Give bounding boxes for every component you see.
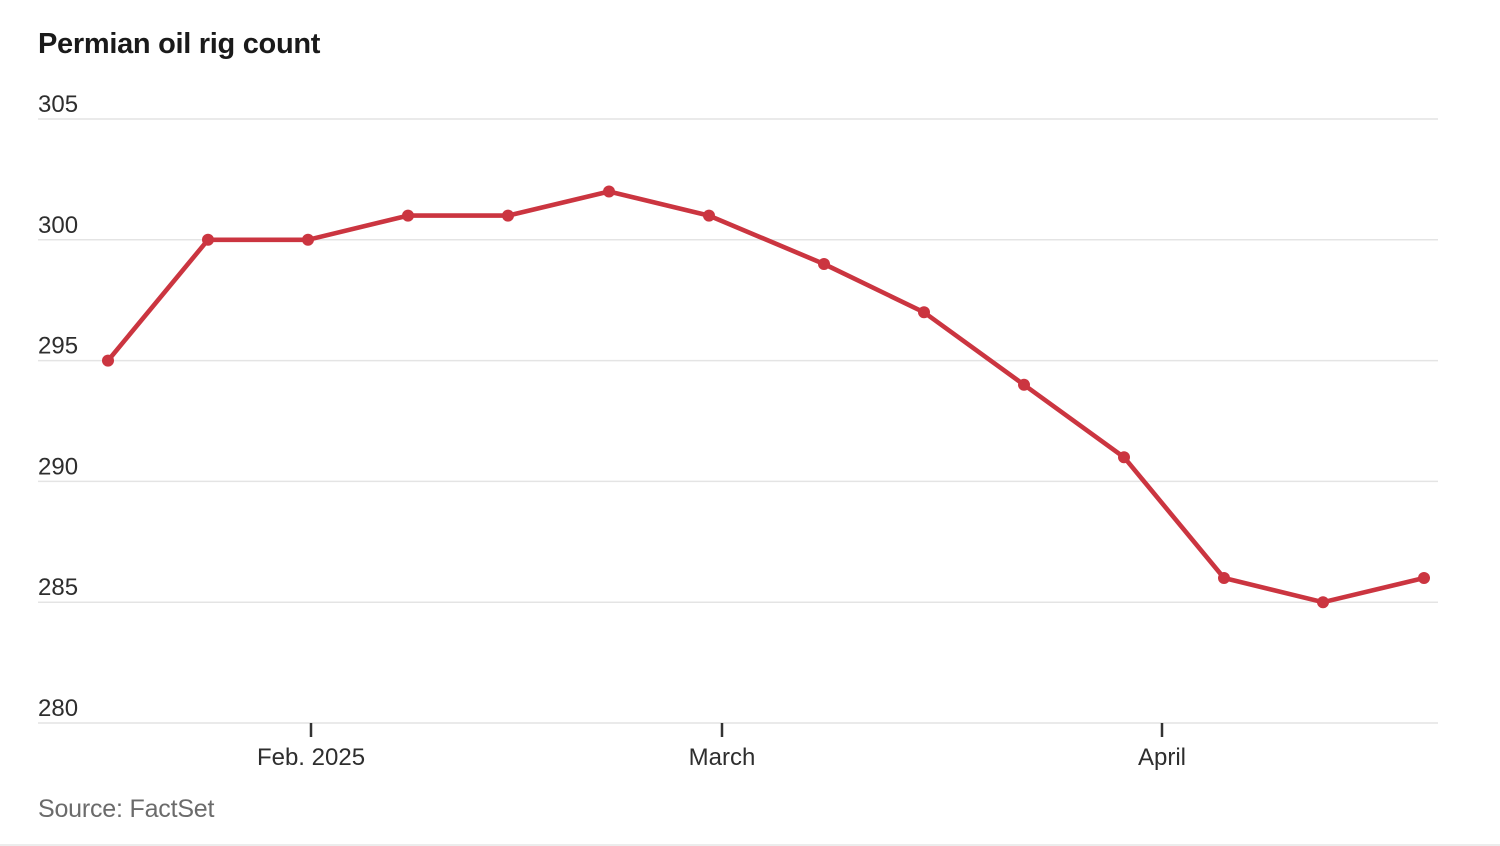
bottom-divider	[0, 844, 1500, 846]
x-tick-label-april: April	[1138, 744, 1186, 771]
data-point-10	[1118, 451, 1130, 464]
y-tick-label-300: 300	[38, 212, 78, 239]
y-tick-label-285: 285	[38, 574, 78, 601]
data-point-9	[1018, 378, 1030, 391]
data-points	[102, 185, 1430, 609]
data-point-4	[502, 209, 514, 222]
data-point-0	[102, 354, 114, 367]
data-point-12	[1317, 596, 1329, 609]
y-tick-label-305: 305	[38, 91, 78, 118]
series-line	[105, 189, 1427, 605]
gridlines	[38, 118, 1438, 724]
x-tick-label-feb-2025: Feb. 2025	[257, 744, 365, 771]
data-point-2	[302, 233, 314, 246]
y-tick-label-280: 280	[38, 695, 78, 722]
x-axis-labels: Feb. 2025 March April	[257, 744, 1186, 771]
data-point-1	[202, 233, 214, 246]
data-point-11	[1218, 572, 1230, 584]
data-point-3	[402, 209, 414, 222]
data-point-7	[818, 258, 830, 270]
source-attribution: Source: FactSet	[38, 795, 215, 823]
data-point-5	[603, 185, 615, 198]
y-axis-labels: 305 300 295 290 285 280	[38, 91, 78, 722]
x-tick-label-march: March	[689, 744, 756, 771]
y-tick-label-290: 290	[38, 453, 78, 480]
data-point-8	[918, 306, 930, 319]
y-tick-label-295: 295	[38, 333, 78, 360]
chart-title: Permian oil rig count	[38, 28, 321, 60]
data-point-6	[703, 209, 715, 222]
data-point-13	[1418, 572, 1430, 584]
x-axis-ticks	[309, 723, 1164, 737]
